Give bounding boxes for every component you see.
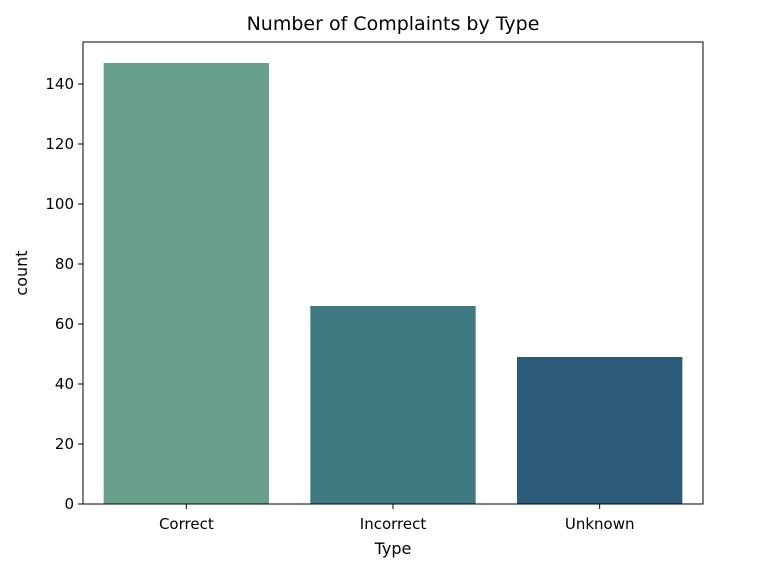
bar-correct [103, 63, 270, 504]
y-tick-label: 20 [55, 435, 74, 453]
bar-incorrect [310, 306, 476, 504]
y-tick-label: 40 [55, 375, 74, 393]
y-axis-label: count [12, 250, 31, 295]
y-tick-label: 60 [55, 315, 74, 333]
y-axis: 0 20 40 60 80 100 120 140 [45, 75, 83, 513]
y-tick-label: 140 [45, 75, 74, 93]
y-tick-label: 80 [55, 255, 74, 273]
x-tick-label: Correct [159, 515, 214, 533]
x-axis: Correct Incorrect Unknown [159, 504, 635, 533]
x-tick-label: Unknown [565, 515, 635, 533]
bars-layer [103, 63, 683, 504]
chart-title: Number of Complaints by Type [247, 13, 540, 35]
bar-unknown [517, 357, 683, 504]
y-tick-label: 120 [45, 135, 74, 153]
y-tick-label: 100 [45, 195, 74, 213]
plot-area-frame [82, 41, 704, 505]
x-axis-label: Type [374, 539, 412, 558]
y-tick-label: 0 [64, 495, 74, 513]
x-tick-label: Incorrect [360, 515, 427, 533]
